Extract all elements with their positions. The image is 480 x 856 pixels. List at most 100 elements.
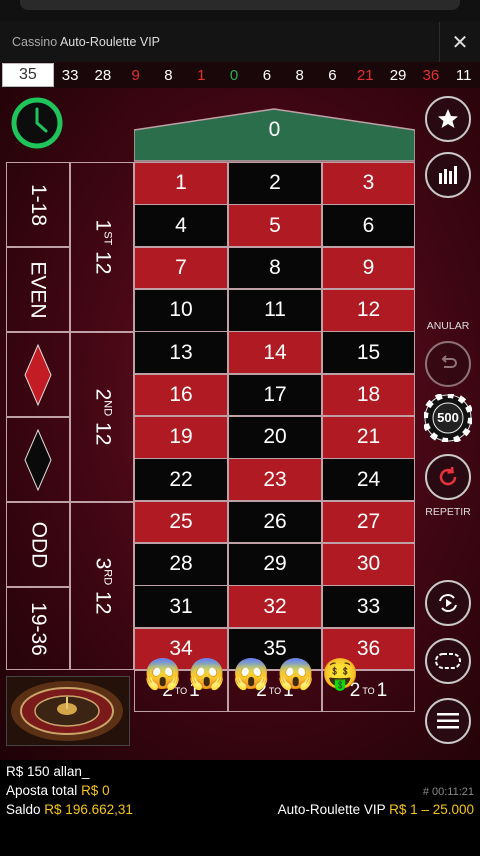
- bet-red[interactable]: [6, 332, 70, 417]
- bet-even[interactable]: EVEN: [6, 247, 70, 332]
- number-cell-32[interactable]: 32: [228, 585, 322, 629]
- number-cell-14[interactable]: 14: [228, 331, 322, 375]
- number-cell-11[interactable]: 11: [228, 288, 322, 332]
- undo-icon: [441, 355, 457, 368]
- bar-chart-icon: [439, 166, 457, 184]
- game-title: Cassino Auto-Roulette VIP: [12, 35, 160, 49]
- bet-19-36[interactable]: 19-36: [6, 587, 70, 670]
- dozen-2-label: 2ND 12: [91, 388, 114, 446]
- repeat-button[interactable]: [425, 454, 471, 500]
- history-number: 11: [455, 66, 472, 84]
- number-cell-29[interactable]: 29: [228, 542, 322, 586]
- history-number: 33: [61, 66, 79, 84]
- number-cell-2[interactable]: 2: [228, 162, 322, 205]
- zero-label: 0: [268, 118, 281, 141]
- number-cell-27[interactable]: 27: [322, 500, 415, 544]
- zero-cell[interactable]: [134, 108, 415, 162]
- number-cell-20[interactable]: 20: [228, 415, 322, 459]
- number-cell-9[interactable]: 9: [322, 246, 415, 290]
- number-cell-26[interactable]: 26: [228, 500, 322, 544]
- browser-pill: [20, 0, 460, 10]
- number-cell-33[interactable]: 33: [322, 585, 415, 629]
- number-cell-16[interactable]: 16: [134, 373, 228, 417]
- repeat-label: REPETIR: [425, 506, 471, 518]
- number-cell-23[interactable]: 23: [228, 458, 322, 502]
- chip-selector[interactable]: 500: [422, 392, 474, 444]
- bet-1-18[interactable]: 1-18: [6, 162, 70, 247]
- reaction-emoji: 😱: [188, 658, 226, 691]
- number-cell-7[interactable]: 7: [134, 246, 228, 290]
- reaction-emoji: 🤑: [321, 658, 359, 691]
- bet-column-3[interactable]: 2 TO 1: [322, 670, 415, 712]
- number-cell-30[interactable]: 30: [322, 542, 415, 586]
- number-cell-13[interactable]: 13: [134, 331, 228, 375]
- bet-even-label: EVEN: [27, 260, 50, 319]
- number-cell-22[interactable]: 22: [134, 458, 228, 502]
- history-number: 29: [389, 66, 407, 84]
- number-cell-17[interactable]: 17: [228, 373, 322, 417]
- number-cell-28[interactable]: 28: [134, 542, 228, 586]
- bet-dozen-3[interactable]: 3RD 12: [70, 502, 134, 670]
- statistics-button[interactable]: [425, 152, 471, 198]
- results-history: 35 33 28 9 8 1 0 6 8 6 21 29 36 11: [0, 62, 480, 88]
- history-number: 21: [356, 66, 374, 84]
- history-number: 0: [229, 66, 239, 84]
- racetrack-icon: [435, 653, 461, 669]
- chat-user: allan_: [53, 764, 90, 779]
- bet-column-1[interactable]: 2 TO 1: [134, 670, 228, 712]
- bet-black[interactable]: [6, 417, 70, 502]
- number-cell-5[interactable]: 5: [228, 204, 322, 248]
- dozen-3-label: 3RD 12: [91, 557, 114, 615]
- bet-column-2[interactable]: 2 TO 1: [228, 670, 322, 712]
- reaction-emoji: 😱: [277, 658, 315, 691]
- racetrack-button[interactable]: [425, 638, 471, 684]
- table-title: Auto-Roulette VIP: [59, 35, 161, 49]
- number-cell-21[interactable]: 21: [322, 415, 415, 459]
- reaction-emoji: 😱: [232, 658, 271, 691]
- chip-value: 500: [437, 410, 459, 425]
- close-button[interactable]: ✕: [439, 22, 480, 62]
- number-cell-1[interactable]: 1: [134, 162, 228, 205]
- number-cell-4[interactable]: 4: [134, 204, 228, 248]
- bet-odd-label: ODD: [26, 521, 50, 568]
- hamburger-icon: [437, 713, 459, 729]
- number-cell-6[interactable]: 6: [322, 204, 415, 248]
- autoplay-button[interactable]: [425, 580, 471, 626]
- number-cell-31[interactable]: 31: [134, 585, 228, 629]
- history-number: 6: [262, 66, 272, 84]
- number-cell-12[interactable]: 12: [322, 288, 415, 332]
- number-cell-10[interactable]: 10: [134, 288, 228, 332]
- bet-dozen-1[interactable]: 1ST 12: [70, 162, 134, 332]
- balance-value: R$ 196.662,31: [44, 802, 133, 817]
- dozen-1-label: 1ST 12: [90, 219, 114, 275]
- chip-icon: [422, 392, 474, 444]
- number-cell-15[interactable]: 15: [322, 331, 415, 375]
- history-number: 28: [94, 66, 112, 84]
- chat-message: R$ 150 allan_: [6, 764, 89, 779]
- number-cell-36[interactable]: 36: [322, 627, 415, 671]
- table-limits[interactable]: Auto-Roulette VIP R$ 1 – 25.000: [278, 802, 474, 817]
- number-cell-24[interactable]: 24: [322, 458, 415, 502]
- black-diamond-icon: [24, 428, 52, 491]
- undo-button[interactable]: [425, 341, 471, 387]
- bet-dozen-2[interactable]: 2ND 12: [70, 332, 134, 502]
- number-cell-25[interactable]: 25: [134, 500, 228, 544]
- bet-odd[interactable]: ODD: [6, 502, 70, 587]
- status-bar: [0, 0, 480, 22]
- number-cell-3[interactable]: 3: [322, 162, 415, 205]
- number-cell-18[interactable]: 18: [322, 373, 415, 417]
- history-number: 1: [197, 66, 206, 84]
- menu-button[interactable]: [425, 698, 471, 744]
- wheel-video[interactable]: [6, 676, 130, 746]
- reaction-emojis: 😱 😱 😱 😱 🤑: [144, 657, 359, 692]
- favorite-button[interactable]: [425, 96, 471, 142]
- game-header: Cassino Auto-Roulette VIP ✕: [0, 22, 480, 62]
- close-icon: ✕: [451, 31, 469, 54]
- number-cell-34[interactable]: 34: [134, 627, 228, 671]
- number-cell-35[interactable]: 35: [228, 627, 322, 671]
- reaction-emoji: 😱: [144, 658, 182, 691]
- footer-table-name: Auto-Roulette VIP: [277, 802, 386, 817]
- history-number: 35: [2, 63, 54, 87]
- number-cell-19[interactable]: 19: [134, 415, 228, 459]
- number-cell-8[interactable]: 8: [228, 246, 322, 290]
